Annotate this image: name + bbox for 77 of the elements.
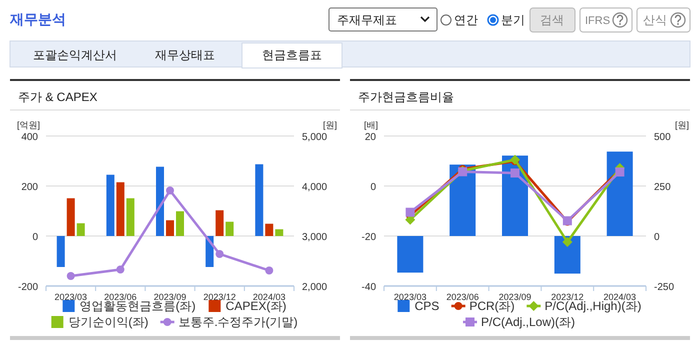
bar bbox=[156, 166, 164, 236]
legend-label: PCR(좌) bbox=[469, 299, 515, 313]
bar bbox=[66, 198, 75, 236]
y-tick-label: -200 bbox=[18, 282, 38, 293]
x-tick-label: 2023/06 bbox=[104, 292, 137, 302]
y-axis-title: [배] bbox=[364, 120, 378, 130]
legend-label: 당기순이익(좌) bbox=[68, 315, 148, 329]
text: 재무상태표 bbox=[155, 48, 215, 62]
y-tick-label: 0 bbox=[32, 232, 38, 243]
y2-tick-label: 4,000 bbox=[302, 182, 328, 193]
text: IFRS bbox=[585, 15, 610, 27]
x-tick-label: 2023/03 bbox=[394, 292, 426, 302]
point bbox=[406, 208, 415, 217]
chart-title: 주가현금흐름비율 bbox=[358, 90, 454, 104]
bar bbox=[56, 236, 65, 267]
text: 산식 bbox=[643, 13, 667, 27]
legend-label: P/C(Adj.,High)(좌) bbox=[544, 299, 642, 313]
y2-tick-label: 5,000 bbox=[302, 132, 328, 143]
x-tick-label: 2023/12 bbox=[551, 292, 584, 302]
bar bbox=[176, 211, 184, 236]
text: 현금흐름표 bbox=[262, 48, 322, 62]
x-tick-label: 2024/03 bbox=[252, 292, 286, 302]
bar bbox=[397, 236, 424, 273]
bar bbox=[116, 182, 124, 236]
point bbox=[166, 186, 174, 194]
y-tick-label: -40 bbox=[362, 282, 376, 293]
y-tick-label: -20 bbox=[362, 232, 376, 243]
point bbox=[510, 168, 520, 178]
point bbox=[265, 266, 274, 274]
x-tick-label: 2023/06 bbox=[446, 292, 479, 302]
legend-label: CPS bbox=[414, 299, 440, 313]
y2-tick-label: 500 bbox=[654, 132, 672, 143]
x-tick-label: 2024/03 bbox=[604, 292, 636, 302]
point bbox=[216, 250, 224, 258]
point bbox=[66, 272, 75, 280]
x-tick-label: 2023/03 bbox=[54, 292, 88, 302]
text: 분기 bbox=[501, 13, 525, 27]
y-axis-title: [억원] bbox=[16, 120, 40, 130]
bar bbox=[275, 229, 284, 236]
y2-tick-label: 2,000 bbox=[302, 282, 328, 293]
y-tick-label: 400 bbox=[21, 132, 38, 143]
legend-label: CAPEX(좌) bbox=[226, 299, 286, 313]
chart-title: 주가 & CAPEX bbox=[18, 90, 98, 104]
y-tick-label: 0 bbox=[370, 182, 376, 193]
legend-label: P/C(Adj.,Low)(좌) bbox=[480, 315, 576, 329]
y-tick-label: 200 bbox=[21, 182, 38, 193]
text: 주재무제표 bbox=[337, 13, 397, 27]
bar bbox=[226, 222, 234, 236]
text: 검색 bbox=[540, 13, 564, 27]
x-tick-label: 2023/12 bbox=[203, 292, 236, 302]
x-tick-label: 2023/09 bbox=[154, 292, 186, 302]
text: 연간 bbox=[454, 13, 478, 27]
bar bbox=[255, 164, 264, 236]
y2-tick-label: 250 bbox=[654, 182, 672, 193]
text: 재무분석 bbox=[9, 11, 66, 27]
bar bbox=[606, 152, 633, 236]
y-tick-label: 20 bbox=[364, 132, 376, 143]
bar bbox=[554, 236, 580, 274]
point bbox=[510, 154, 520, 165]
legend-label: 영업활동현금흐름(좌) bbox=[80, 299, 196, 313]
y2-axis-title: [원] bbox=[674, 120, 690, 130]
x-tick-label: 2023/09 bbox=[498, 292, 532, 302]
y2-tick-label: 0 bbox=[654, 232, 660, 243]
y2-tick-label: 3,000 bbox=[302, 232, 328, 243]
bar bbox=[106, 174, 114, 236]
legend-label: 보통주.수정주가(기말) bbox=[178, 315, 298, 329]
text: 포괄손익계산서 bbox=[33, 48, 117, 62]
y2-axis-title: [원] bbox=[322, 120, 338, 130]
point bbox=[116, 266, 124, 274]
bar bbox=[216, 210, 224, 236]
point bbox=[562, 237, 572, 247]
bar bbox=[265, 224, 274, 236]
point bbox=[615, 168, 624, 176]
bar bbox=[126, 198, 134, 236]
bar bbox=[166, 220, 174, 236]
bar bbox=[76, 223, 85, 236]
y2-tick-label: -250 bbox=[654, 282, 674, 293]
